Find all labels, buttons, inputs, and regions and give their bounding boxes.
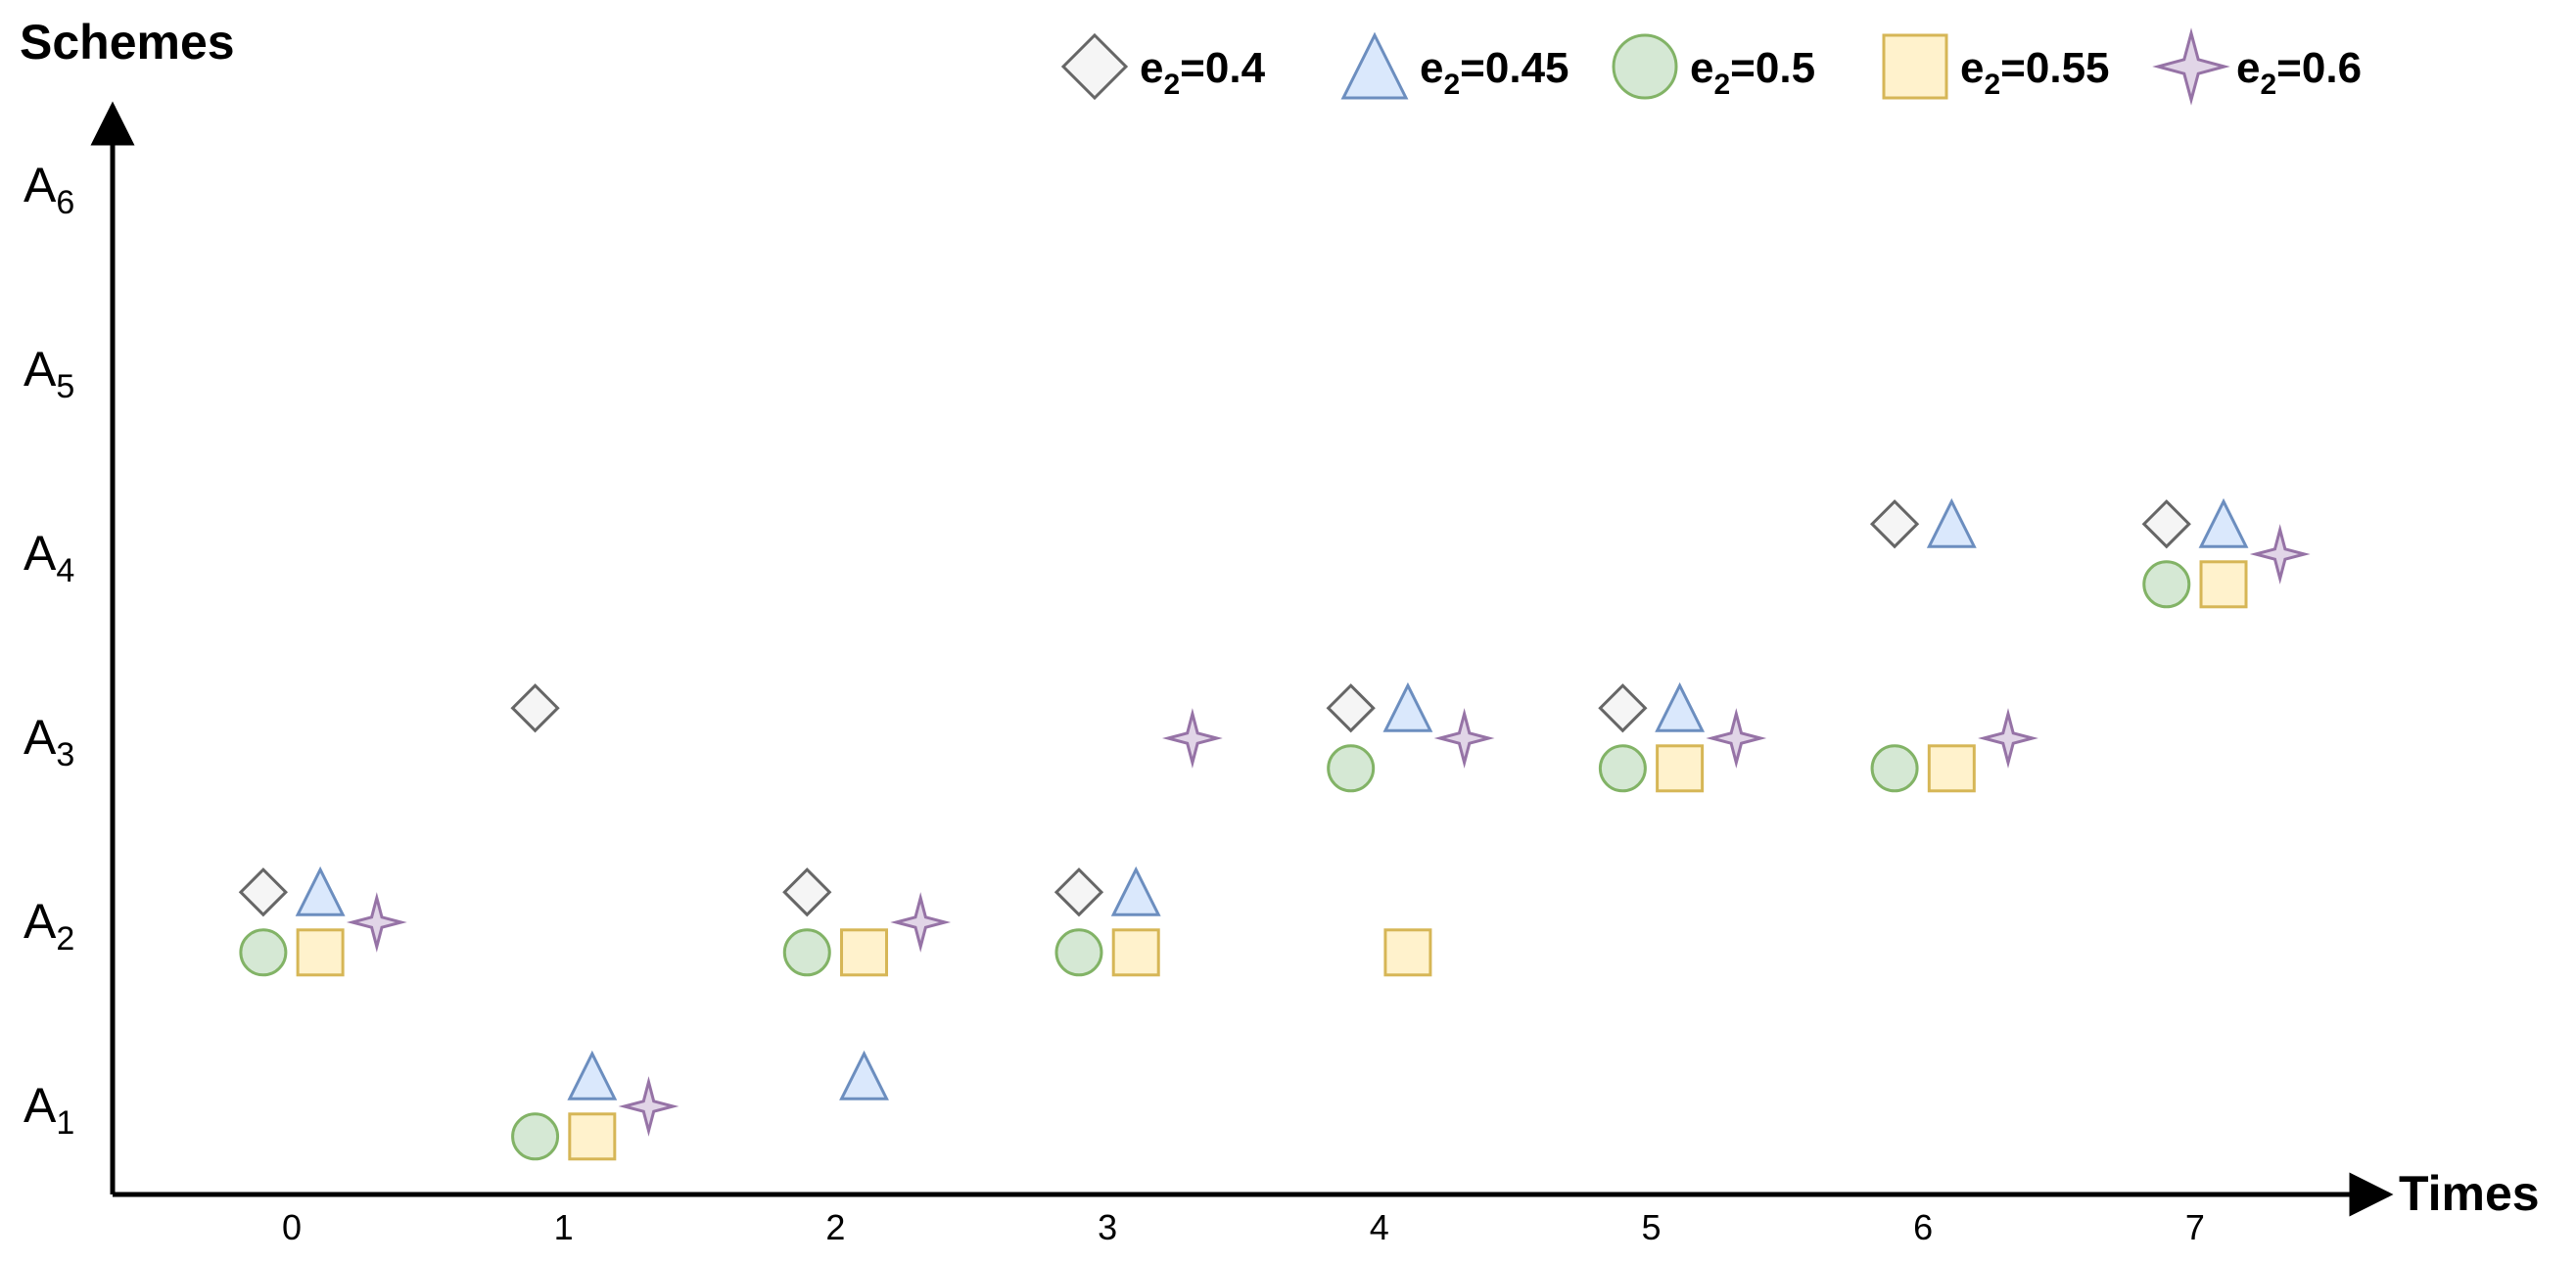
point-star-e2-06-x0 [346, 892, 407, 953]
x-tick-label: 0 [282, 1207, 302, 1247]
point-diamond-e2-04-x4 [1326, 683, 1376, 733]
point-diamond-e2-04-x3 [1054, 867, 1104, 917]
point-star-e2-06-x5 [1706, 708, 1767, 769]
data-points [238, 497, 2311, 1161]
x-tick-label: 4 [1370, 1207, 1389, 1247]
legend-item: e2=0.55 [1882, 33, 2110, 101]
point-square-e2-055-x2 [840, 928, 889, 977]
point-triangle-e2-045-x0 [295, 865, 346, 916]
point-circle-e2-05-x0 [239, 928, 288, 977]
y-tick-label: A6 [23, 158, 74, 221]
point-star-e2-06-x2 [890, 892, 952, 953]
point-triangle-e2-045-x5 [1655, 681, 1706, 732]
legend-marker-circle [1612, 33, 1678, 100]
point-circle-e2-05-x5 [1598, 744, 1647, 793]
y-tick-label: A3 [23, 710, 74, 773]
point-diamond-e2-04-x1 [510, 683, 560, 733]
point-square-e2-055-x7 [2199, 560, 2248, 609]
y-axis-title: Schemes [20, 15, 235, 70]
legend-item: e2=0.5 [1612, 33, 1815, 101]
legend-label: e2=0.55 [1960, 44, 2110, 101]
point-star-e2-06-x3 [1161, 708, 1223, 769]
legend-marker-triangle [1340, 31, 1409, 100]
legend-marker-star [2152, 27, 2230, 106]
point-square-e2-055-x4 [1383, 928, 1432, 977]
legend-item: e2=0.6 [2152, 27, 2362, 106]
point-square-e2-055-x5 [1656, 744, 1705, 793]
point-circle-e2-05-x6 [1870, 744, 1919, 793]
y-tick-label: A4 [23, 526, 74, 589]
point-diamond-e2-04-x0 [238, 867, 289, 917]
point-triangle-e2-045-x7 [2198, 497, 2249, 548]
point-triangle-e2-045-x2 [839, 1050, 889, 1100]
point-diamond-e2-04-x6 [1869, 499, 1920, 549]
point-triangle-e2-045-x6 [1926, 497, 1977, 548]
x-tick-label: 2 [825, 1207, 845, 1247]
legend-label: e2=0.4 [1140, 44, 1266, 101]
point-star-e2-06-x6 [1978, 708, 2038, 769]
legend: e2=0.4 e2=0.45 e2=0.5 e2=0.55 e2=0.6 [1060, 27, 2362, 106]
y-tick-label: A5 [23, 342, 74, 405]
point-square-e2-055-x3 [1111, 928, 1160, 977]
point-square-e2-055-x1 [568, 1112, 617, 1161]
legend-label: e2=0.5 [1690, 44, 1815, 101]
legend-item: e2=0.45 [1340, 31, 1569, 101]
y-tick-labels: A1 A2 A3 A4 A5 A6 [23, 158, 74, 1142]
legend-marker-diamond [1060, 32, 1129, 101]
point-star-e2-06-x4 [1433, 708, 1495, 769]
point-circle-e2-05-x4 [1327, 744, 1376, 793]
point-circle-e2-05-x2 [782, 928, 831, 977]
legend-label: e2=0.6 [2236, 44, 2362, 101]
point-star-e2-06-x1 [618, 1076, 679, 1137]
x-tick-label: 7 [2185, 1207, 2205, 1247]
point-diamond-e2-04-x7 [2141, 499, 2191, 549]
x-tick-label: 5 [1641, 1207, 1661, 1247]
legend-marker-square [1882, 33, 1948, 100]
x-tick-label: 3 [1098, 1207, 1117, 1247]
legend-label: e2=0.45 [1420, 44, 1569, 101]
point-square-e2-055-x6 [1927, 744, 1976, 793]
x-tick-label: 1 [554, 1207, 574, 1247]
point-star-e2-06-x7 [2249, 524, 2311, 585]
y-tick-label: A2 [23, 894, 74, 958]
point-circle-e2-05-x3 [1054, 928, 1103, 977]
legend-item: e2=0.4 [1060, 32, 1266, 101]
y-tick-label: A1 [23, 1078, 74, 1142]
point-square-e2-055-x0 [296, 928, 345, 977]
point-triangle-e2-045-x4 [1382, 681, 1433, 732]
point-triangle-e2-045-x1 [567, 1050, 618, 1100]
x-tick-label: 6 [1913, 1207, 1933, 1247]
point-diamond-e2-04-x5 [1598, 683, 1648, 733]
point-diamond-e2-04-x2 [782, 867, 832, 917]
x-axis-title: Times [2399, 1166, 2540, 1221]
point-triangle-e2-045-x3 [1110, 865, 1161, 916]
point-circle-e2-05-x7 [2142, 560, 2191, 609]
x-tick-labels: 0 1 2 3 4 5 6 7 [282, 1207, 2205, 1247]
point-circle-e2-05-x1 [511, 1112, 560, 1161]
